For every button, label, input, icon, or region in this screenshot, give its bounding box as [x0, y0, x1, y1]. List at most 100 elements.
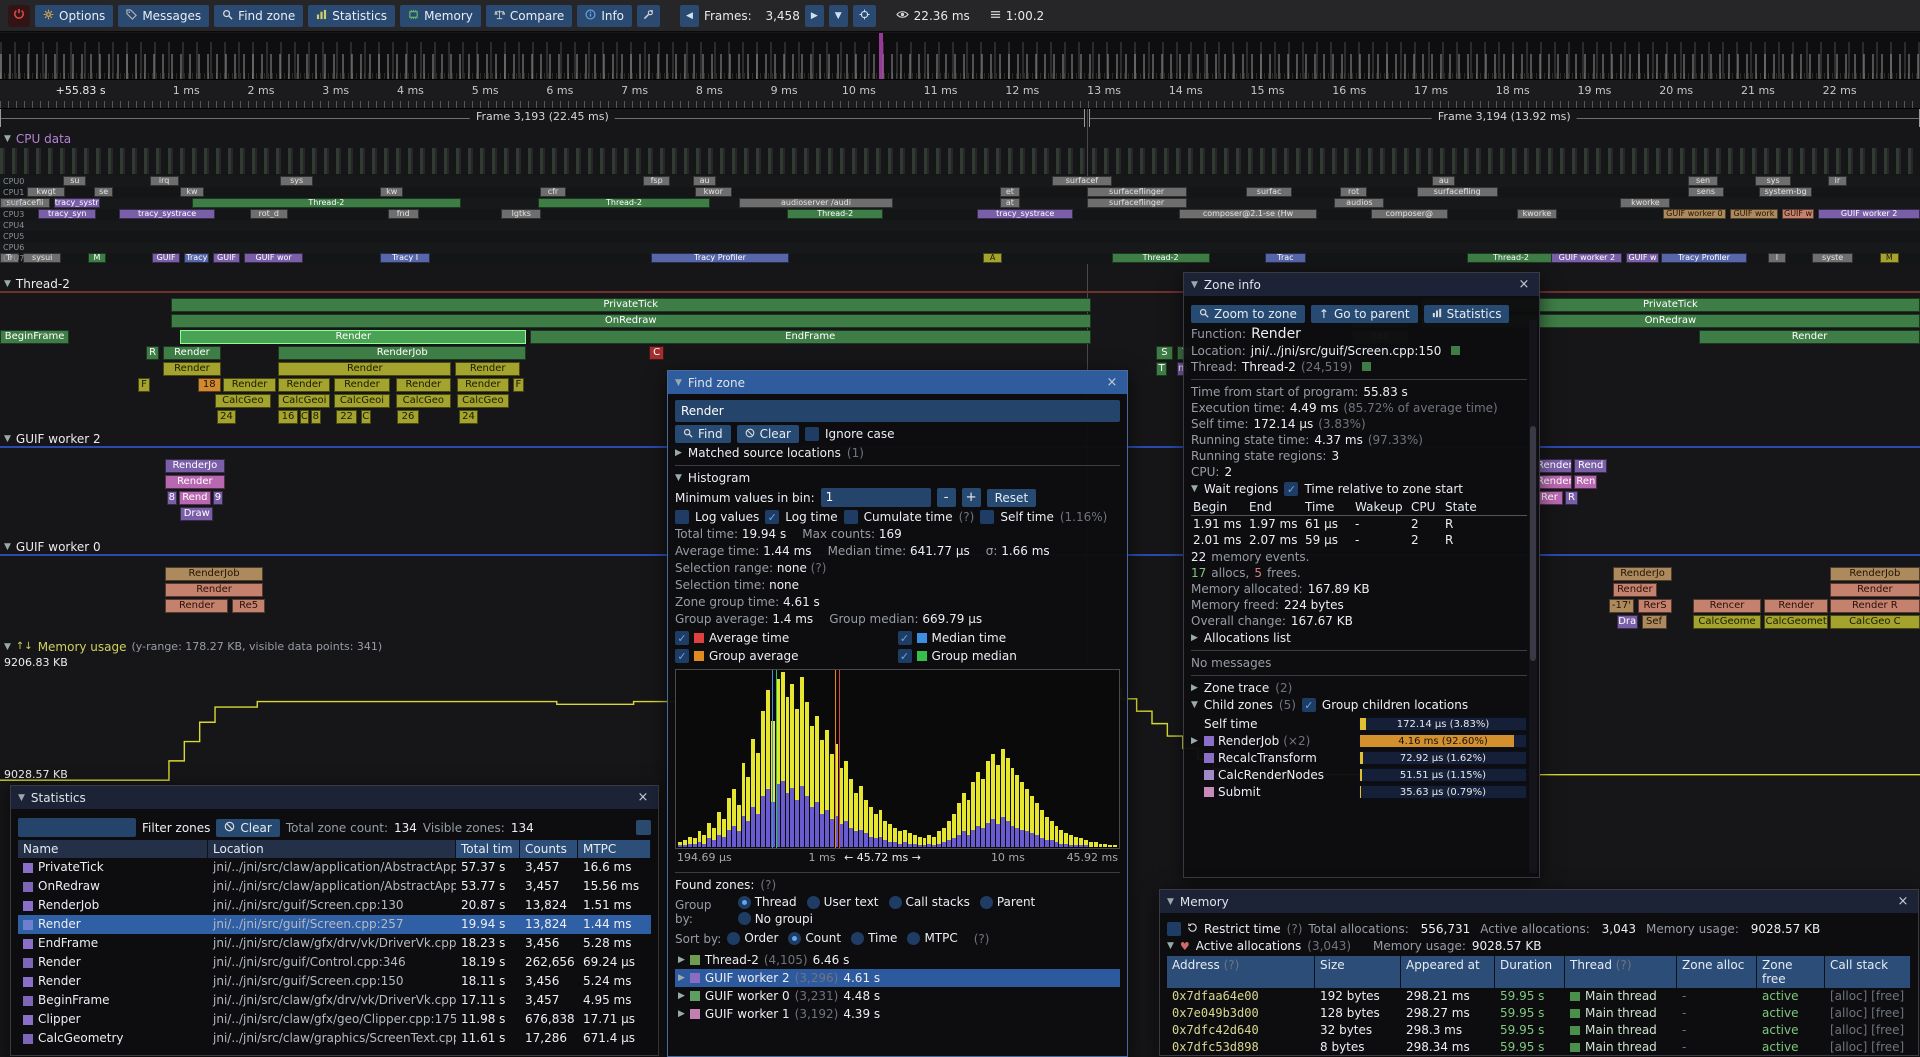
timeline-zone[interactable]: 22: [336, 410, 358, 424]
cpu-zone[interactable]: GUIF worker 2: [1818, 209, 1920, 219]
cpu-zone[interactable]: cfr: [539, 187, 567, 197]
cpu-zone[interactable]: M: [88, 253, 106, 263]
close-icon[interactable]: ×: [1897, 894, 1909, 909]
clear-filter-button[interactable]: Clear: [216, 818, 280, 837]
matched-locations-toggle[interactable]: ▶ Matched source locations (1): [675, 446, 864, 460]
statistics-button[interactable]: Statistics: [308, 4, 396, 27]
timeline-zone[interactable]: 24: [458, 410, 479, 424]
cpu-zone[interactable]: Thread-2: [1111, 253, 1210, 263]
timeline-zone[interactable]: CalcGeoi: [278, 394, 331, 408]
cpu-zone[interactable]: surfacefling: [1416, 187, 1498, 197]
zone-search-input[interactable]: [675, 400, 1120, 422]
cpu-zone[interactable]: sys: [280, 176, 313, 186]
free-callstack-link[interactable]: [free]: [1871, 1006, 1905, 1020]
cpu-zone[interactable]: kworke: [1516, 209, 1558, 219]
cpu-zone[interactable]: GUIF work: [1729, 209, 1778, 219]
compare-button[interactable]: Compare: [485, 4, 573, 27]
timeline-zone[interactable]: RenderJ: [1536, 459, 1573, 473]
timeline-zone[interactable]: S: [1155, 346, 1174, 360]
timeline-zone[interactable]: Render: [334, 378, 390, 392]
cpu-zone[interactable]: et: [1000, 187, 1020, 197]
next-frame-button[interactable]: ▶: [804, 4, 824, 27]
column-header[interactable]: Address (?): [1167, 956, 1315, 988]
find-zone-window-titlebar[interactable]: ▼ Find zone ×: [668, 371, 1127, 394]
cpu-zone[interactable]: fnd: [387, 209, 419, 219]
log-values-checkbox[interactable]: [675, 510, 689, 524]
prev-frame-button[interactable]: ◀: [680, 4, 699, 27]
timeline-zone[interactable]: CalcGeo: [395, 394, 452, 408]
alloc-callstack-link[interactable]: [alloc]: [1830, 1023, 1868, 1037]
timeline-zone[interactable]: Sef: [1641, 615, 1667, 629]
timeline-zone[interactable]: Render: [278, 362, 452, 376]
timeline-zone[interactable]: Render: [1829, 583, 1920, 597]
go-to-parent-button[interactable]: ↑ Go to parent: [1310, 305, 1418, 323]
statistics-row[interactable]: BeginFrame jni/../jni/src/claw/gfx/drv/v…: [18, 991, 651, 1010]
power-button[interactable]: [8, 4, 30, 27]
radio-button[interactable]: [888, 895, 902, 909]
radio-button[interactable]: [737, 912, 751, 925]
cpu-zone[interactable]: rot_d: [249, 209, 288, 219]
cpu-zone[interactable]: at: [1000, 198, 1020, 208]
free-callstack-link[interactable]: [free]: [1871, 989, 1905, 1003]
cpu-data-header[interactable]: ▼ CPU data: [4, 131, 72, 146]
close-icon[interactable]: ×: [637, 790, 649, 805]
cpu-zone[interactable]: tracy_systrace: [977, 209, 1074, 219]
timeline-zone[interactable]: RenderJo: [1612, 567, 1673, 581]
timeline-zone[interactable]: Render: [1699, 330, 1920, 344]
timeline-zone[interactable]: Dra: [1616, 615, 1638, 629]
cpu-zone[interactable]: kwgt: [26, 187, 66, 197]
find-zone-button[interactable]: Find zone: [214, 4, 304, 27]
alloc-callstack-link[interactable]: [alloc]: [1830, 1040, 1868, 1054]
cpu-zone[interactable]: A: [983, 253, 1003, 263]
column-header[interactable]: MTPC: [578, 840, 651, 858]
cpu-zone[interactable]: GUIF wor: [243, 253, 304, 263]
cpu-zone[interactable]: au: [693, 176, 717, 186]
found-zone-group-row[interactable]: ▶ Thread-2 (4,105) 6.46 s: [678, 952, 850, 967]
allocation-row[interactable]: 0x7e049b3d00 128 bytes 298.27 ms 59.95 s…: [1172, 1006, 1905, 1020]
legend-checkbox[interactable]: ✓: [675, 631, 689, 645]
allocation-row[interactable]: 0x7dfaa64e00 192 bytes 298.21 ms 59.95 s…: [1172, 989, 1905, 1003]
timeline-zone[interactable]: Render R: [1829, 599, 1920, 613]
cpu-zone[interactable]: lgtks: [501, 209, 542, 219]
cpu-zone[interactable]: surfacef: [1052, 176, 1112, 186]
timeline-zone[interactable]: Render: [1536, 475, 1573, 489]
cpu-zone[interactable]: kw: [180, 187, 204, 197]
cpu-zone[interactable]: fsp: [643, 176, 671, 186]
timeline-zone[interactable]: Draw: [180, 507, 214, 521]
frame-select-button[interactable]: ▼: [828, 4, 848, 27]
timeline-zone[interactable]: F: [512, 378, 525, 392]
child-zone-row[interactable]: Submit 35.63 μs (0.79%): [1191, 783, 1527, 800]
relative-time-checkbox[interactable]: ✓: [1284, 482, 1299, 496]
child-zones-toggle[interactable]: ▼ Child zones (5) ✓ Group children locat…: [1191, 698, 1469, 712]
free-callstack-link[interactable]: [free]: [1871, 1040, 1905, 1054]
cpu-zone[interactable]: Tracy Profiler: [1660, 253, 1748, 263]
free-callstack-link[interactable]: [free]: [1871, 1023, 1905, 1037]
close-icon[interactable]: ×: [1518, 277, 1530, 292]
timeline-zone[interactable]: 26: [397, 410, 419, 424]
cpu-zone[interactable]: GUIF: [213, 253, 240, 263]
cpu-zone[interactable]: GUIF w: [1626, 253, 1659, 263]
cpu-zone[interactable]: Tracy Profiler: [650, 253, 790, 263]
allocation-row[interactable]: 0x7dfc53d898 8 bytes 298.34 ms 59.95 s M…: [1172, 1040, 1905, 1054]
timeline-zone[interactable]: RerS: [1637, 599, 1673, 613]
filter-zones-input[interactable]: [18, 818, 136, 837]
cpu-zone[interactable]: I: [1768, 253, 1786, 263]
zone-info-window-titlebar[interactable]: ▼ Zone info ×: [1184, 273, 1539, 296]
radio-button[interactable]: [979, 895, 993, 909]
timeline-zone[interactable]: OnRedraw: [170, 314, 1091, 328]
cpu-zone[interactable]: irq: [149, 176, 179, 186]
cpu-zone[interactable]: surfacefli: [0, 198, 50, 208]
timeline-zone[interactable]: Render: [278, 378, 331, 392]
timeline-zone[interactable]: -17': [1608, 599, 1634, 613]
crosshair-button[interactable]: [852, 4, 876, 27]
timeline-zone[interactable]: 8: [311, 410, 321, 424]
timeline-zone[interactable]: CalcGeomet: [1764, 615, 1828, 629]
timeline-zone[interactable]: Render: [165, 599, 229, 613]
timeline-zone[interactable]: Rend: [1574, 459, 1608, 473]
radio-button[interactable]: [907, 931, 921, 945]
timeline-zone[interactable]: PrivateTick: [1420, 298, 1920, 312]
cpu-zone[interactable]: kworke: [1620, 198, 1671, 208]
ignore-case-checkbox[interactable]: [804, 427, 819, 441]
cpu-zone[interactable]: Thread-2: [1466, 253, 1556, 263]
cpu-zone[interactable]: surfac: [1246, 187, 1293, 197]
